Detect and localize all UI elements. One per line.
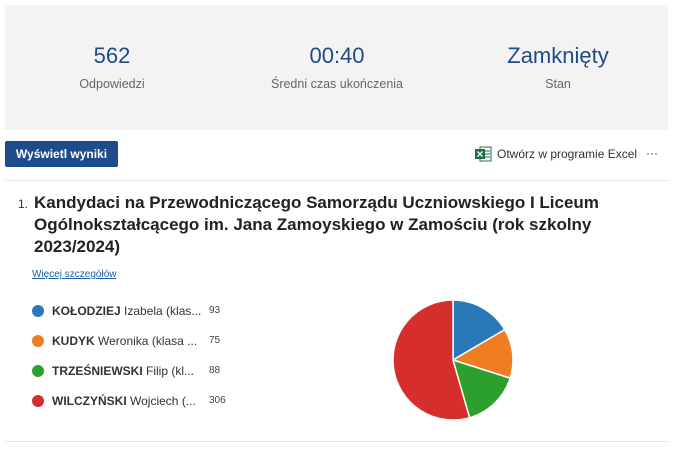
excel-link[interactable]: Otwórz w programie Excel	[497, 147, 638, 161]
legend-name: KOŁODZIEJ	[52, 304, 121, 318]
legend-name: TRZEŚNIEWSKI	[52, 364, 143, 378]
summary-panel: 562 Odpowiedzi 00:40 Średni czas ukończeni…	[5, 5, 668, 130]
legend-count: 88	[209, 365, 221, 376]
stat-value: Zamknięty	[507, 43, 609, 68]
question-title: Kandydaci na Przewodniczącego Samorządu …	[34, 193, 599, 256]
legend-item: KOŁODZIEJ Izabela (klas...	[32, 304, 201, 318]
legend-swatch	[32, 365, 44, 377]
question-number: 1.	[18, 197, 29, 211]
stat: 00:40 Średni czas ukończenia	[227, 43, 447, 91]
legend-item: KUDYK Weronika (klasa ...	[32, 334, 197, 348]
stat: Zamknięty Stan	[448, 43, 668, 91]
pie-slice	[451, 358, 512, 419]
pie-slice	[452, 299, 506, 362]
stat: 562 Odpowiedzi	[2, 43, 222, 91]
legend-name: WILCZYŃSKI	[52, 394, 127, 408]
legend-swatch	[32, 395, 44, 407]
separator	[5, 180, 668, 181]
legend-detail: Filip (kl...	[146, 364, 195, 378]
legend-detail: Wojciech (...	[130, 394, 196, 408]
pie-chart	[392, 299, 514, 421]
details-link[interactable]: Więcej szczegółów	[32, 269, 117, 280]
separator	[5, 441, 668, 442]
stat-label: Odpowiedzi	[79, 77, 145, 91]
more-button[interactable]: ···	[646, 146, 658, 160]
legend-count: 75	[209, 335, 221, 346]
legend-detail: Weronika (klasa ...	[98, 334, 198, 348]
excel-icon	[475, 146, 492, 162]
stat-label: Średni czas ukończenia	[270, 77, 404, 91]
legend-detail: Izabela (klas...	[124, 304, 202, 318]
legend-swatch	[32, 305, 44, 317]
legend-count: 306	[209, 395, 226, 406]
legend-item: WILCZYŃSKI Wojciech (...	[32, 394, 196, 408]
stat-value: 562	[93, 43, 131, 68]
stat-label: Stan	[545, 77, 571, 91]
stat-value: 00:40	[309, 43, 365, 68]
view-results-button[interactable]: Wyświetl wyniki	[5, 141, 118, 167]
pie-slice	[392, 299, 471, 421]
legend-swatch	[32, 335, 44, 347]
legend-item: TRZEŚNIEWSKI Filip (kl...	[32, 364, 194, 378]
legend-count: 93	[209, 305, 221, 316]
legend-name: KUDYK	[52, 334, 95, 348]
